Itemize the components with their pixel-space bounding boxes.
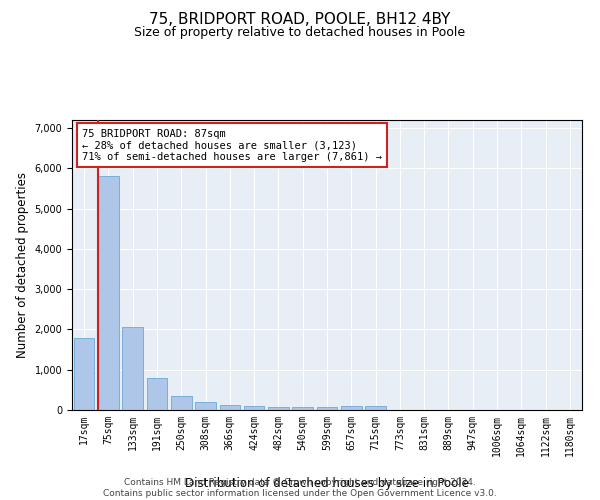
Bar bbox=[122, 328, 143, 410]
Bar bbox=[365, 406, 386, 410]
Text: 75, BRIDPORT ROAD, POOLE, BH12 4BY: 75, BRIDPORT ROAD, POOLE, BH12 4BY bbox=[149, 12, 451, 28]
Text: Contains HM Land Registry data © Crown copyright and database right 2024.
Contai: Contains HM Land Registry data © Crown c… bbox=[103, 478, 497, 498]
Bar bbox=[292, 406, 313, 410]
Bar bbox=[171, 396, 191, 410]
Text: Distribution of detached houses by size in Poole: Distribution of detached houses by size … bbox=[185, 477, 469, 490]
Bar bbox=[317, 406, 337, 410]
Y-axis label: Number of detached properties: Number of detached properties bbox=[16, 172, 29, 358]
Bar bbox=[268, 406, 289, 410]
Bar bbox=[74, 338, 94, 410]
Text: Size of property relative to detached houses in Poole: Size of property relative to detached ho… bbox=[134, 26, 466, 39]
Bar bbox=[195, 402, 216, 410]
Bar bbox=[341, 406, 362, 410]
Bar bbox=[244, 406, 265, 410]
Bar bbox=[98, 176, 119, 410]
Bar bbox=[220, 405, 240, 410]
Bar bbox=[146, 378, 167, 410]
Text: 75 BRIDPORT ROAD: 87sqm
← 28% of detached houses are smaller (3,123)
71% of semi: 75 BRIDPORT ROAD: 87sqm ← 28% of detache… bbox=[82, 128, 382, 162]
